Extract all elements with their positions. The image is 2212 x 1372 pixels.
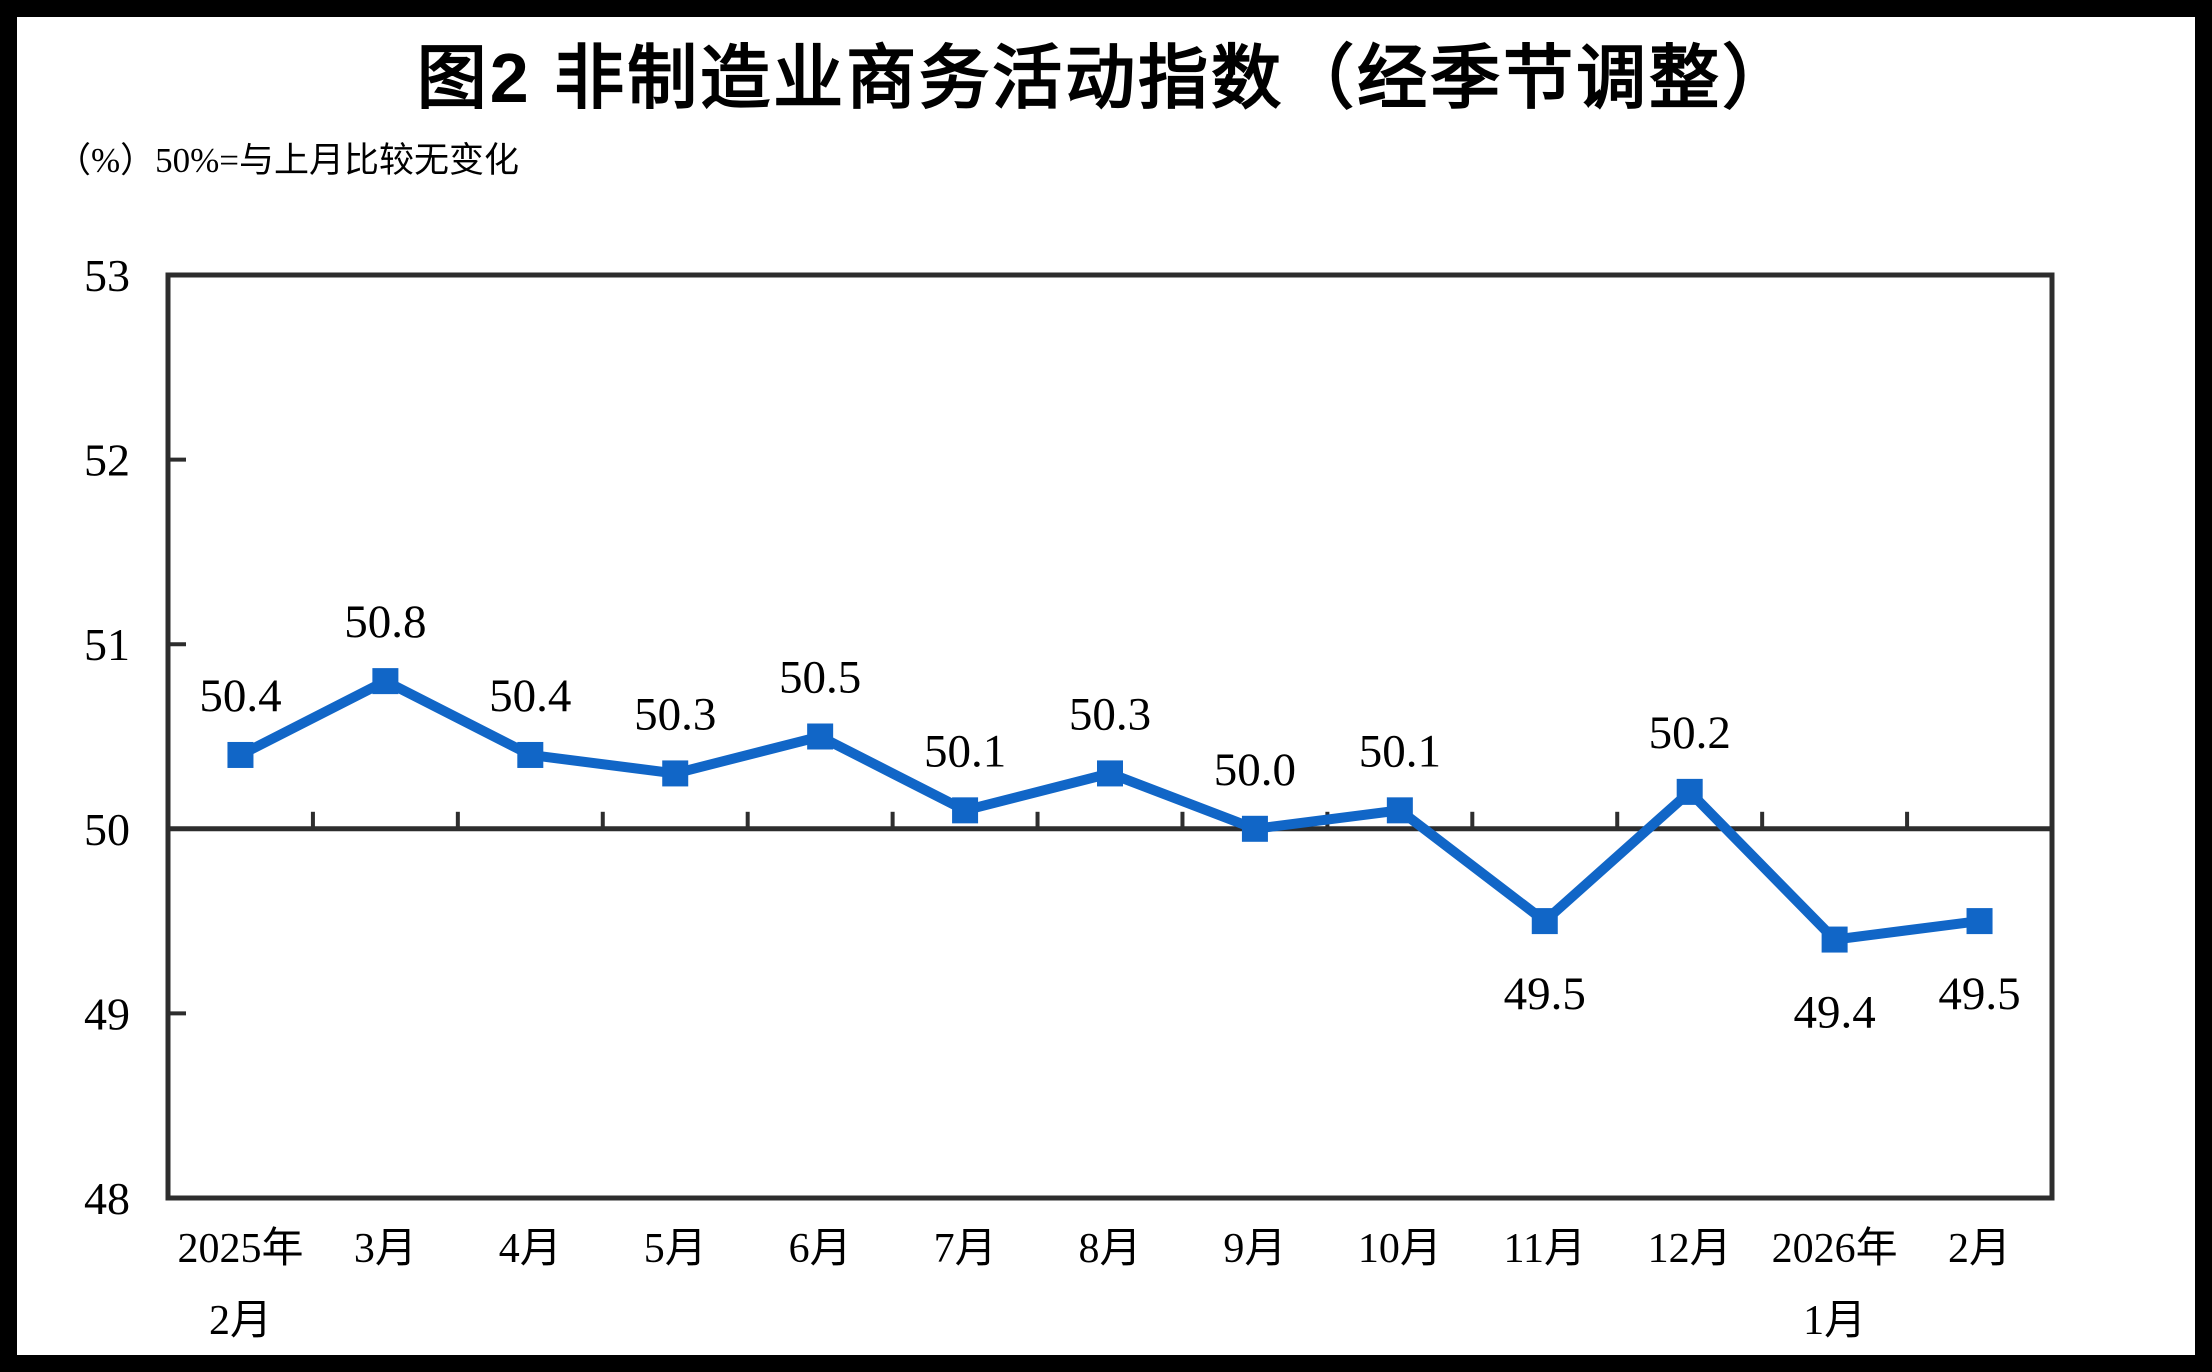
data-point-label: 50.1: [924, 725, 1006, 777]
x-category-label: 7月: [934, 1226, 997, 1272]
y-axis-tick-label: 52: [84, 435, 130, 486]
data-point-marker: [227, 741, 254, 768]
data-point-marker: [372, 668, 399, 695]
x-category-label: 12月: [1648, 1226, 1732, 1272]
data-point-marker: [1386, 797, 1413, 824]
data-point-marker: [1241, 815, 1268, 842]
x-category-label: 2025年 2月: [177, 1225, 303, 1344]
data-point-label: 50.0: [1214, 744, 1296, 796]
data-point-label: 50.8: [344, 596, 426, 648]
x-category-label: 5月: [644, 1226, 707, 1272]
data-point-marker: [952, 797, 979, 824]
data-point-label: 49.5: [1504, 968, 1586, 1020]
y-axis-tick-label: 50: [84, 804, 130, 855]
data-point-marker: [662, 760, 689, 787]
x-category-label: 10月: [1358, 1226, 1442, 1272]
y-axis-unit-note: （%）50%=与上月比较无变化: [56, 141, 520, 180]
x-category-label: 9月: [1223, 1226, 1286, 1272]
data-point-label: 50.2: [1649, 707, 1731, 759]
x-category-label: 4月: [499, 1226, 562, 1272]
data-point-label: 50.3: [634, 688, 716, 740]
y-axis-tick-label: 53: [84, 250, 130, 301]
x-category-label: 8月: [1078, 1226, 1141, 1272]
data-point-label: 49.5: [1938, 968, 2020, 1020]
x-category-label: 11月: [1504, 1226, 1586, 1272]
data-point-label: 50.4: [489, 670, 571, 722]
data-point-label: 50.3: [1069, 688, 1151, 740]
data-point-marker: [1821, 926, 1848, 953]
data-point-label: 50.4: [199, 670, 281, 722]
y-axis-tick-label: 51: [84, 619, 130, 670]
chart-title: 图2 非制造业商务活动指数（经季节调整）: [416, 39, 1796, 117]
data-point-marker: [517, 741, 544, 768]
y-axis-tick-label: 48: [84, 1173, 130, 1224]
x-category-label: 3月: [354, 1226, 417, 1272]
data-point-marker: [1676, 778, 1703, 805]
x-category-label: 2026年 1月: [1772, 1225, 1898, 1344]
data-point-marker: [1966, 908, 1993, 935]
data-point-label: 49.4: [1793, 987, 1875, 1039]
data-point-label: 50.1: [1359, 725, 1441, 777]
data-point-marker: [1531, 908, 1558, 935]
data-point-marker: [807, 723, 834, 750]
x-category-label: 2月: [1948, 1226, 2011, 1272]
plot-area-border: [165, 272, 2055, 1201]
y-axis-tick-label: 49: [84, 988, 130, 1039]
data-point-label: 50.5: [779, 652, 861, 704]
x-category-label: 6月: [789, 1226, 852, 1272]
data-point-marker: [1097, 760, 1123, 787]
